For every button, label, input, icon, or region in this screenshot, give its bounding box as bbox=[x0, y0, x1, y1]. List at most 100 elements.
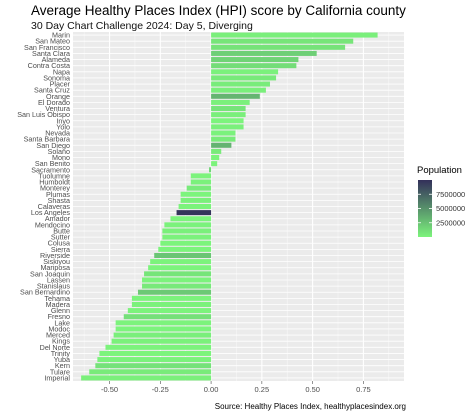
bar-mono bbox=[211, 155, 220, 161]
y-tick-label: Alameda bbox=[42, 55, 70, 64]
bar-sierra bbox=[158, 246, 212, 252]
bar-monterey bbox=[186, 185, 212, 191]
bar-riverside bbox=[154, 252, 212, 258]
bar-kern bbox=[95, 363, 212, 369]
y-tick-label: Sacramento bbox=[31, 165, 70, 174]
bar-glenn bbox=[127, 308, 212, 314]
y-tick-label: Kings bbox=[52, 337, 70, 346]
y-tick-label: Humboldt bbox=[39, 178, 70, 187]
y-tick-label: El Dorado bbox=[38, 98, 70, 107]
bar-alameda bbox=[211, 57, 299, 63]
bar-san-mateo bbox=[211, 38, 354, 44]
y-tick-label: San Francisco bbox=[24, 43, 70, 52]
bar-sacramento bbox=[209, 167, 212, 173]
bar-merced bbox=[113, 332, 212, 338]
bar-placer bbox=[211, 81, 270, 87]
bar-kings bbox=[111, 338, 212, 344]
bar-santa-barbara bbox=[211, 136, 236, 142]
bar-san-benito bbox=[211, 161, 218, 167]
y-tick-label: Contra Costa bbox=[28, 61, 70, 70]
y-tick-label: Sutter bbox=[51, 233, 71, 242]
bar-colusa bbox=[160, 240, 212, 246]
y-tick-label: Calaveras bbox=[38, 202, 71, 211]
y-tick-label: Imperial bbox=[44, 373, 70, 382]
bar-nevada bbox=[211, 130, 236, 136]
bar-shasta bbox=[180, 197, 212, 203]
bar-solano bbox=[211, 148, 222, 154]
y-tick-label: Placer bbox=[50, 80, 71, 89]
y-tick-label: Sonoma bbox=[43, 73, 70, 82]
bar-tuolumne bbox=[190, 173, 212, 179]
y-tick-label: Ventura bbox=[45, 104, 70, 113]
y-tick-label: Lake bbox=[54, 318, 70, 327]
y-tick-label: Marin bbox=[52, 31, 70, 40]
bar-san-luis-obispo bbox=[211, 112, 246, 118]
y-tick-label: Santa Barbara bbox=[24, 135, 70, 144]
bar-mariposa bbox=[148, 265, 212, 271]
y-tick-label: Yuba bbox=[54, 355, 70, 364]
bar-san-diego bbox=[211, 142, 232, 148]
bar-madera bbox=[131, 301, 212, 307]
y-tick-label: Inyo bbox=[56, 116, 70, 125]
x-tick-label: 0.00 bbox=[204, 385, 219, 394]
legend-title: Population bbox=[417, 165, 462, 176]
y-tick-label: Orange bbox=[46, 92, 70, 101]
y-tick-label: Colusa bbox=[48, 239, 70, 248]
bar-humboldt bbox=[190, 179, 212, 185]
y-tick-label: Tulare bbox=[50, 367, 70, 376]
y-tick-label: Fresno bbox=[48, 312, 70, 321]
x-tick-labels: -0.50 -0.25 0.00 0.25 0.50 0.75 bbox=[101, 381, 371, 394]
y-tick-label: Mendocino bbox=[35, 220, 70, 229]
x-tick-label: 0.50 bbox=[305, 385, 320, 394]
y-tick-label: Nevada bbox=[45, 129, 70, 138]
y-tick-label: Stanislaus bbox=[37, 282, 71, 291]
bar-imperial bbox=[81, 375, 212, 381]
y-tick-label: San Mateo bbox=[35, 37, 70, 46]
bar-san-bernardino bbox=[137, 289, 212, 295]
y-tick-label: Santa Cruz bbox=[34, 86, 70, 95]
y-tick-label: Monterey bbox=[40, 184, 70, 193]
y-tick-label: Siskiyou bbox=[43, 257, 70, 266]
bar-orange bbox=[211, 93, 260, 99]
y-tick-label: Sierra bbox=[51, 245, 70, 254]
legend-colorbar bbox=[418, 180, 432, 237]
bar-mendocino bbox=[164, 222, 212, 228]
bar-tulare bbox=[89, 369, 212, 375]
y-tick-label: Napa bbox=[53, 67, 70, 76]
y-tick-label: Mono bbox=[52, 153, 70, 162]
y-tick-label: Madera bbox=[46, 300, 70, 309]
y-tick-label: Shasta bbox=[48, 196, 70, 205]
x-tick-label: -0.25 bbox=[152, 385, 169, 394]
y-tick-label: Mariposa bbox=[40, 263, 70, 272]
bar-lake bbox=[115, 320, 212, 326]
legend-label: 2500000 bbox=[436, 218, 465, 227]
bar-sutter bbox=[162, 234, 212, 240]
y-tick-label: Merced bbox=[46, 331, 70, 340]
bar-ventura bbox=[211, 106, 246, 112]
y-tick-label: Del Norte bbox=[40, 343, 70, 352]
bar-los-angeles bbox=[176, 210, 212, 216]
y-tick-label: San Benito bbox=[35, 159, 70, 168]
y-tick-label: Riverside bbox=[40, 251, 70, 260]
y-tick-label: Los Angeles bbox=[31, 208, 71, 217]
bar-amador bbox=[170, 216, 212, 222]
y-tick-label: Butte bbox=[53, 226, 70, 235]
bar-sonoma bbox=[211, 75, 277, 81]
bar-santa-cruz bbox=[211, 87, 266, 93]
y-tick-label: Tuolumne bbox=[38, 171, 70, 180]
legend-label: 7500000 bbox=[436, 190, 465, 199]
bar-san-francisco bbox=[211, 44, 346, 50]
y-tick-label: Kern bbox=[55, 361, 70, 370]
bar-siskiyou bbox=[150, 259, 212, 265]
bar-butte bbox=[162, 228, 212, 234]
y-tick-label: Glenn bbox=[51, 306, 70, 315]
y-tick-label: Solano bbox=[48, 147, 70, 156]
bar-santa-clara bbox=[211, 50, 317, 56]
y-tick-label: Santa Clara bbox=[32, 49, 70, 58]
bar-plumas bbox=[180, 191, 212, 197]
bar-inyo bbox=[211, 118, 244, 124]
bar-yuba bbox=[97, 357, 212, 363]
chart-caption: Source: Healthy Places Index, healthypla… bbox=[214, 402, 406, 411]
y-tick-label: Amador bbox=[45, 214, 71, 223]
